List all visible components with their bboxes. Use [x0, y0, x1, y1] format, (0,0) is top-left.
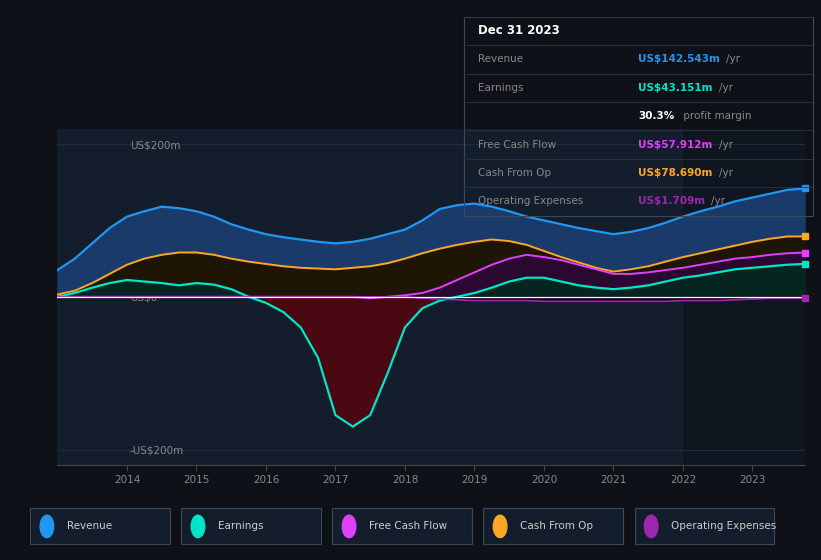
Ellipse shape [644, 515, 658, 538]
Text: Free Cash Flow: Free Cash Flow [369, 521, 447, 531]
Text: US$43.151m: US$43.151m [639, 83, 713, 93]
FancyBboxPatch shape [333, 508, 472, 544]
Text: Operating Expenses: Operating Expenses [478, 197, 583, 207]
Text: US$57.912m: US$57.912m [639, 139, 713, 150]
Ellipse shape [493, 515, 507, 538]
Ellipse shape [342, 515, 355, 538]
Text: US$142.543m: US$142.543m [639, 54, 720, 64]
Text: US$1.709m: US$1.709m [639, 197, 705, 207]
Bar [683, 129, 821, 465]
Text: /yr: /yr [727, 54, 741, 64]
FancyBboxPatch shape [635, 508, 774, 544]
Text: Operating Expenses: Operating Expenses [671, 521, 776, 531]
Text: Cash From Op: Cash From Op [520, 521, 593, 531]
Text: Earnings: Earnings [478, 83, 523, 93]
Text: Free Cash Flow: Free Cash Flow [478, 139, 556, 150]
FancyBboxPatch shape [484, 508, 623, 544]
Text: US$78.690m: US$78.690m [639, 168, 713, 178]
Ellipse shape [191, 515, 204, 538]
Text: profit margin: profit margin [680, 111, 752, 121]
Text: Cash From Op: Cash From Op [478, 168, 551, 178]
FancyBboxPatch shape [30, 508, 170, 544]
Text: Revenue: Revenue [478, 54, 523, 64]
Ellipse shape [40, 515, 53, 538]
Text: /yr: /yr [718, 139, 732, 150]
Text: 30.3%: 30.3% [639, 111, 675, 121]
Text: /yr: /yr [711, 197, 725, 207]
Text: Dec 31 2023: Dec 31 2023 [478, 25, 560, 38]
Text: /yr: /yr [718, 83, 732, 93]
Text: Revenue: Revenue [67, 521, 112, 531]
Text: /yr: /yr [718, 168, 732, 178]
FancyBboxPatch shape [181, 508, 321, 544]
Text: Earnings: Earnings [218, 521, 263, 531]
